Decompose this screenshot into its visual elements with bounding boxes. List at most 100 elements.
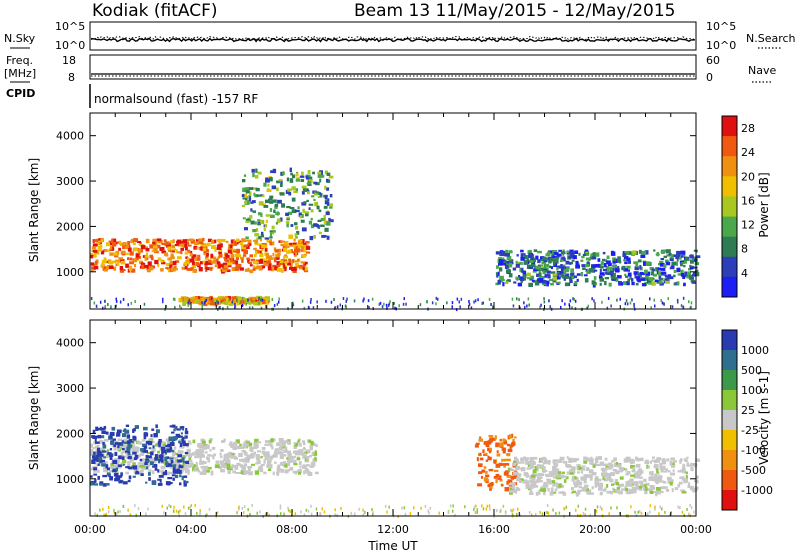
heatmap-cell <box>94 455 100 460</box>
x-tick-label: 04:00 <box>175 523 207 536</box>
heatmap-cell <box>161 242 166 245</box>
heatmap-cell <box>575 481 580 485</box>
heatmap-cell <box>102 306 104 310</box>
heatmap-cell <box>95 441 100 444</box>
heatmap-cell <box>93 435 98 438</box>
heatmap-cell <box>495 272 499 276</box>
heatmap-cell <box>126 461 132 464</box>
heatmap-cell <box>152 445 155 449</box>
heatmap-cell <box>539 510 541 514</box>
heatmap-cell <box>552 482 556 487</box>
heatmap-cell <box>238 507 240 511</box>
heatmap-cell <box>631 281 635 286</box>
heatmap-cell <box>228 298 230 302</box>
heatmap-cell <box>662 481 667 484</box>
heatmap-cell <box>99 435 105 439</box>
heatmap-cell <box>184 451 189 455</box>
heatmap-cell <box>554 472 558 476</box>
colorbar-tick-label: 1000 <box>741 344 769 357</box>
heatmap-cell <box>99 453 104 457</box>
heatmap-cell <box>329 219 334 223</box>
heatmap-cell <box>518 261 523 265</box>
heatmap-cell <box>393 301 395 305</box>
heatmap-cell <box>130 268 136 273</box>
heatmap-cell <box>176 242 180 246</box>
heatmap-cell <box>550 271 556 274</box>
heatmap-cell <box>205 267 210 271</box>
heatmap-cell <box>227 454 232 458</box>
heatmap-cell <box>612 265 617 268</box>
heatmap-cell <box>203 467 209 471</box>
heatmap-cell <box>213 256 217 261</box>
heatmap-cell <box>537 479 541 482</box>
heatmap-cell <box>276 180 280 184</box>
heatmap-cell <box>556 273 560 277</box>
heatmap-cell <box>682 467 686 472</box>
heatmap-cell <box>602 467 605 472</box>
heatmap-cell <box>665 259 669 263</box>
heatmap-cell <box>278 451 283 455</box>
heatmap-cell <box>564 302 566 306</box>
heatmap-cell <box>318 231 322 235</box>
heatmap-cell <box>508 484 513 487</box>
heatmap-cell <box>107 506 110 509</box>
heatmap-cell <box>102 444 107 449</box>
heatmap-cell <box>276 257 280 260</box>
heatmap-cell <box>275 221 278 225</box>
heatmap-cell <box>192 268 198 273</box>
heatmap-cell <box>108 510 110 514</box>
heatmap-cell <box>274 266 279 271</box>
heatmap-cell <box>624 468 628 472</box>
heatmap-cell <box>171 453 175 456</box>
heatmap-cell <box>145 252 149 257</box>
heatmap-cell <box>166 243 171 248</box>
heatmap-cell <box>529 260 534 264</box>
heatmap-cell <box>505 472 509 475</box>
heatmap-cell <box>677 253 681 257</box>
heatmap-cell <box>214 302 217 305</box>
heatmap-cell <box>220 469 226 473</box>
power-ylabel: Slant Range [km] <box>27 158 41 262</box>
heatmap-cell <box>541 456 547 461</box>
heatmap-cell <box>595 509 598 513</box>
heatmap-cell <box>588 258 591 261</box>
heatmap-cell <box>639 472 642 476</box>
heatmap-cell <box>285 221 290 224</box>
heatmap-cell <box>542 469 546 473</box>
heatmap-cell <box>276 218 281 223</box>
heatmap-cell <box>114 478 119 482</box>
heatmap-cell <box>285 189 290 194</box>
heatmap-cell <box>296 230 300 235</box>
heatmap-cell <box>664 460 667 465</box>
heatmap-cell <box>640 483 645 488</box>
heatmap-cell <box>241 194 245 198</box>
heatmap-cell <box>288 258 292 262</box>
heatmap-cell <box>633 271 639 275</box>
heatmap-cell <box>339 303 342 307</box>
heatmap-cell <box>224 300 228 305</box>
heatmap-cell <box>268 257 273 260</box>
heatmap-cell <box>665 249 671 254</box>
count-tick-top-left: 10^5 <box>55 20 85 33</box>
heatmap-cell <box>616 275 622 279</box>
heatmap-cell <box>682 305 684 309</box>
heatmap-cell <box>510 433 514 438</box>
heatmap-cell <box>132 428 135 433</box>
heatmap-cell <box>668 479 674 484</box>
heatmap-cell <box>182 461 188 464</box>
heatmap-cell <box>324 185 327 190</box>
heatmap-cell <box>633 302 635 306</box>
beam-date-title: Beam 13 11/May/2015 - 12/May/2015 <box>354 1 675 21</box>
heatmap-cell <box>97 240 100 244</box>
heatmap-cell <box>632 466 636 472</box>
heatmap-cell <box>568 469 574 473</box>
heatmap-cell <box>305 241 310 244</box>
heatmap-cell <box>321 507 323 511</box>
heatmap-cell <box>313 223 318 227</box>
heatmap-cell <box>676 250 681 255</box>
heatmap-cell <box>640 457 644 461</box>
heatmap-cell <box>98 238 101 241</box>
heatmap-cell <box>300 261 305 264</box>
heatmap-cell <box>187 244 192 247</box>
heatmap-cell <box>249 264 253 267</box>
